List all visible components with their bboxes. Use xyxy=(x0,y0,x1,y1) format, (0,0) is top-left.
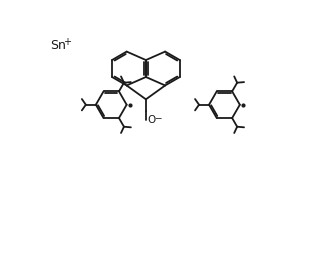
Text: −: − xyxy=(154,113,162,122)
Text: Sn: Sn xyxy=(50,39,65,52)
Text: +: + xyxy=(63,37,71,47)
Text: O: O xyxy=(147,115,156,125)
